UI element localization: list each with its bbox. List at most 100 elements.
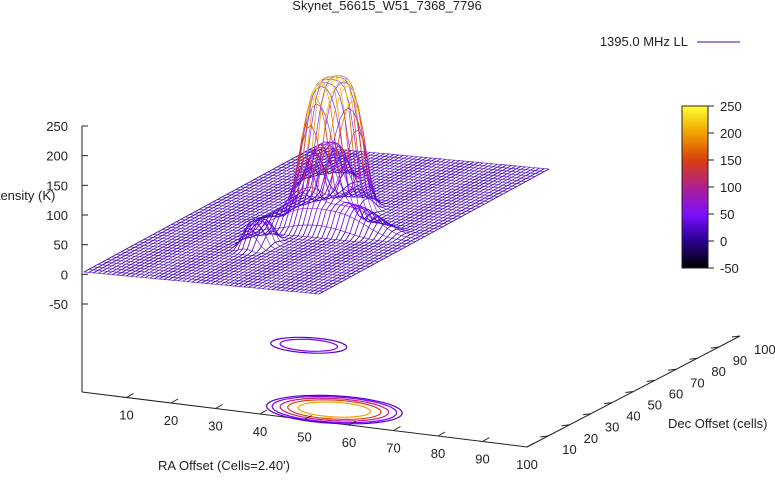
mesh-segment (194, 215, 200, 219)
mesh-segment (443, 223, 448, 227)
mesh-segment (237, 230, 243, 234)
mesh-segment (282, 173, 287, 177)
mesh-segment (291, 177, 297, 181)
mesh-segment (413, 185, 419, 189)
mesh-segment (415, 232, 421, 236)
mesh-segment (386, 203, 392, 207)
mesh-segment (153, 258, 159, 262)
mesh-segment (414, 200, 420, 204)
mesh-segment (406, 240, 412, 244)
mesh-segment (426, 163, 432, 167)
mesh-segment (265, 251, 271, 255)
mesh-segment (340, 202, 346, 206)
mesh-segment (276, 281, 282, 285)
mesh-segment (373, 252, 379, 256)
mesh-segment (364, 245, 370, 249)
y-tick-mark (646, 379, 655, 382)
mesh-segment (102, 259, 108, 263)
mesh-segment (396, 219, 401, 223)
mesh-segment (422, 163, 428, 167)
mesh-segment (186, 255, 192, 259)
mesh-segment (279, 243, 285, 247)
mesh-segment (345, 255, 351, 259)
mesh-segment (195, 253, 201, 257)
mesh-segment (400, 216, 406, 220)
mesh-segment (196, 279, 202, 283)
mesh-segment (400, 202, 406, 206)
mesh-segment (236, 221, 242, 226)
mesh-segment (337, 275, 342, 279)
mesh-segment (303, 245, 309, 249)
mesh-segment (240, 198, 246, 203)
mesh-segment (203, 218, 209, 223)
mesh-segment (419, 221, 425, 225)
mesh-segment (238, 280, 244, 284)
y-tick-label: 40 (626, 409, 640, 424)
mesh-segment (446, 174, 451, 178)
mesh-segment (265, 228, 271, 234)
mesh-segment (162, 229, 168, 233)
mesh-segment (475, 206, 481, 210)
mesh-segment (516, 180, 522, 184)
mesh-segment (263, 177, 269, 181)
mesh-segment (396, 227, 402, 229)
mesh-segment (231, 195, 237, 199)
mesh-segment (88, 266, 94, 270)
mesh-segment (306, 161, 312, 170)
mesh-segment (286, 176, 292, 180)
mesh-segment (291, 171, 297, 175)
mesh-segment (292, 206, 298, 210)
mesh-segment (176, 245, 182, 249)
mesh-segment (232, 239, 238, 243)
mesh-segment (520, 169, 526, 173)
mesh-segment (125, 246, 131, 250)
mesh-segment (400, 199, 405, 203)
mesh-segment (278, 193, 283, 197)
mesh-segment (171, 239, 177, 243)
mesh-segment (222, 205, 228, 210)
mesh-segment (460, 181, 466, 185)
mesh-segment (422, 168, 428, 173)
mesh-segment (260, 218, 266, 222)
mesh-segment (433, 211, 439, 215)
mesh-segment (369, 263, 375, 267)
mesh-segment (322, 271, 328, 275)
mesh-segment (181, 248, 187, 253)
mesh-segment (293, 241, 299, 246)
mesh-segment (245, 193, 251, 197)
mesh-segment (381, 191, 386, 195)
mesh-segment (251, 239, 257, 252)
mesh-segment (240, 201, 246, 205)
mesh-segment (177, 266, 183, 270)
mesh-segment (455, 169, 461, 173)
mesh-segment (332, 277, 338, 281)
mesh-segment (447, 221, 453, 225)
mesh-segment (384, 168, 390, 172)
mesh-segment (315, 183, 321, 196)
mesh-segment (271, 280, 277, 285)
mesh-segment (325, 203, 332, 211)
mesh-segment (387, 241, 393, 246)
mesh-segment (247, 250, 253, 256)
mesh-segment (308, 249, 313, 253)
mesh-segment (326, 227, 332, 239)
mesh-segment (280, 269, 286, 274)
mesh-segment (408, 164, 414, 168)
mesh-segment (254, 176, 259, 180)
mesh-segment (446, 177, 452, 181)
mesh-segment (198, 209, 204, 213)
mesh-segment (217, 199, 223, 203)
mesh-segment (427, 184, 433, 188)
mesh-segment (242, 257, 248, 261)
mesh-segment (389, 168, 395, 173)
mesh-segment (329, 148, 335, 158)
mesh-segment (417, 165, 423, 169)
mesh-segment (428, 210, 434, 214)
mesh-segment (419, 224, 425, 228)
mesh-segment (245, 190, 251, 194)
mesh-segment (381, 200, 387, 203)
mesh-segment (232, 241, 238, 246)
mesh-segment (302, 111, 308, 139)
mesh-segment (423, 186, 428, 190)
